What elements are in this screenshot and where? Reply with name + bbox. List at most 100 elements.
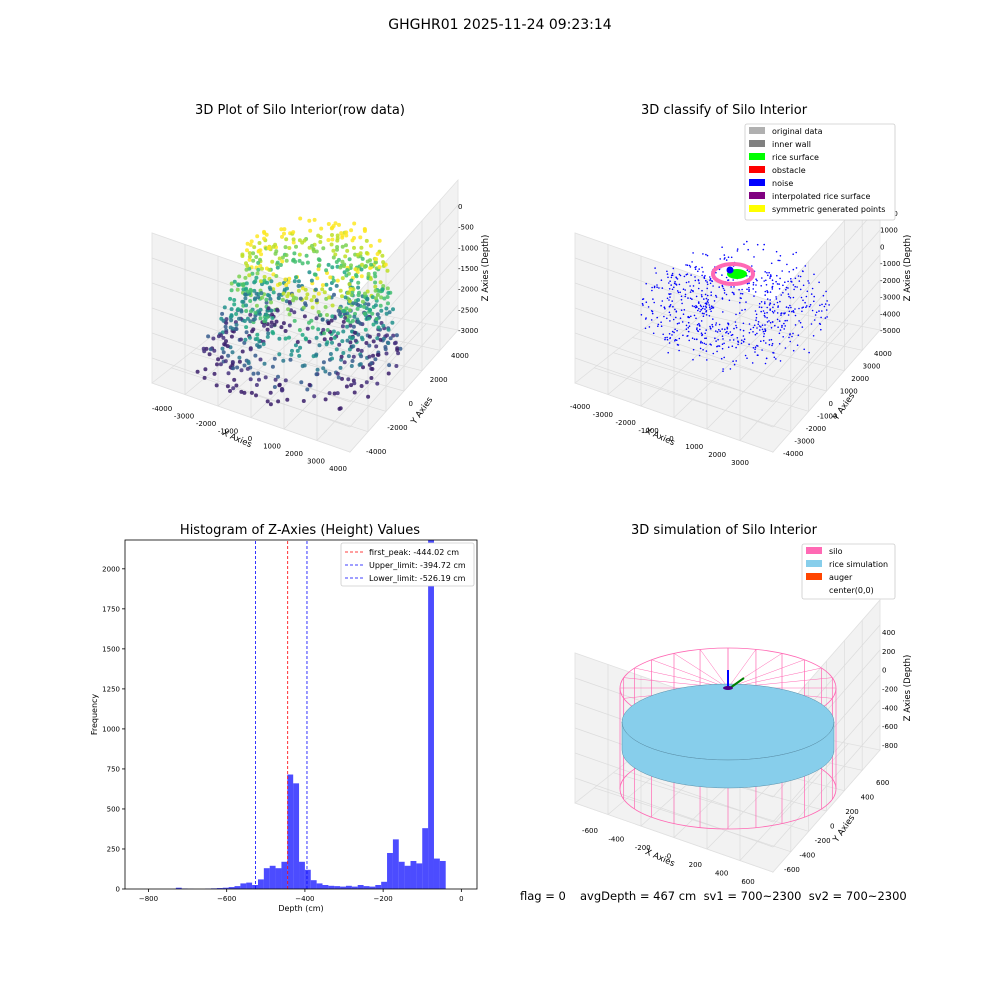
raw-point	[394, 333, 399, 338]
classify-noise-point	[688, 339, 690, 342]
raw-point	[342, 270, 347, 275]
classify-noise-point	[700, 305, 702, 308]
raw-point	[287, 323, 292, 328]
raw-point	[289, 352, 294, 357]
raw-point	[360, 299, 365, 304]
classify-noise-point	[755, 317, 758, 319]
histogram-bar	[410, 860, 417, 889]
classify-noise-point	[771, 288, 774, 290]
classify-noise-point	[762, 248, 765, 251]
raw-point	[327, 391, 332, 396]
raw-point	[254, 383, 259, 387]
classify-noise-point	[782, 336, 784, 338]
classify-noise-point	[776, 312, 779, 314]
classify-noise-point	[688, 264, 691, 267]
classify-noise-point	[723, 289, 726, 292]
raw-point	[339, 231, 344, 236]
classify-noise-point	[778, 320, 781, 322]
histogram-xtick-label: −600	[217, 895, 236, 903]
raw-point	[391, 333, 396, 338]
classify-noise-point	[664, 307, 666, 310]
classify-noise-point	[683, 275, 686, 278]
raw-point	[218, 362, 223, 367]
histogram-bar	[287, 774, 294, 889]
raw-point	[352, 381, 357, 386]
raw-ytick-label: -2000	[387, 424, 407, 432]
classify-noise-point	[676, 278, 679, 280]
raw-point	[331, 278, 336, 283]
classify-legend: original data inner wall rice surface obsta…	[744, 123, 896, 221]
classify-noise-point	[705, 279, 707, 282]
raw-point	[291, 237, 296, 242]
classify-noise-point	[765, 279, 767, 282]
classify-noise-point	[792, 284, 795, 286]
classify-noise-point	[790, 306, 792, 309]
raw-point	[346, 377, 351, 382]
classify-noise-point	[756, 344, 758, 347]
raw-point	[266, 306, 271, 311]
classify-noise-point	[811, 309, 814, 312]
classify-noise-point	[726, 330, 728, 333]
classify-noise-point	[804, 301, 806, 304]
classify-noise-point	[721, 274, 723, 276]
histogram-xtick-label: 0	[459, 895, 463, 903]
classify-noise-point	[672, 267, 675, 270]
raw-point	[355, 306, 360, 311]
classify-noise-point	[680, 299, 683, 301]
classify-noise-point	[645, 317, 647, 319]
classify-noise-point	[725, 259, 728, 261]
classify-noise-point	[676, 329, 678, 332]
raw-point	[349, 383, 354, 388]
raw-point	[305, 326, 310, 331]
classify-noise-point	[678, 283, 681, 286]
raw-point	[312, 294, 316, 299]
classify-noise-point	[706, 359, 708, 361]
raw-point	[356, 347, 360, 352]
classify-noise-point	[769, 291, 772, 293]
histogram-bar	[357, 885, 364, 889]
raw-point	[303, 287, 308, 292]
raw-point	[321, 366, 326, 371]
classify-noise-point	[691, 298, 693, 301]
classify-noise-point	[661, 300, 664, 302]
raw-point	[341, 319, 346, 324]
classify-noise-point	[780, 314, 782, 316]
classify-noise-point	[762, 330, 765, 333]
raw-point	[224, 330, 229, 335]
classify-noise-point	[642, 298, 645, 300]
classify-noise-point	[741, 339, 743, 342]
raw-point	[220, 311, 225, 316]
raw-point	[341, 329, 346, 334]
classify-noise-point	[666, 273, 669, 275]
raw-point	[359, 245, 364, 250]
raw-point	[253, 353, 258, 358]
classify-noise-point	[708, 304, 710, 306]
classify-noise-point	[657, 325, 659, 328]
classify-noise-point	[786, 263, 788, 266]
classify-noise-point	[758, 306, 761, 308]
classify-noise-point	[738, 288, 740, 291]
raw-point	[287, 335, 291, 340]
classify-noise-point	[709, 308, 711, 310]
raw-point	[247, 257, 252, 262]
classify-noise-point	[721, 284, 724, 287]
histogram-x-axis-label: Depth (cm)	[278, 904, 323, 913]
raw-point	[273, 377, 278, 382]
raw-point	[337, 406, 342, 411]
raw-point	[343, 295, 348, 300]
histogram-axes: −800 −600 −400 −200 0 0 250 500 750 1000 1250 1500 1…	[90, 539, 478, 913]
classify-noise-point	[756, 332, 758, 335]
classify-noise-point	[727, 346, 730, 349]
classify-noise-point	[705, 350, 708, 352]
classify-noise-point	[793, 288, 795, 291]
raw-point	[347, 347, 352, 352]
classify-noise-point	[776, 283, 779, 285]
classify-noise-point	[656, 286, 658, 289]
classify-noise-point	[701, 342, 704, 344]
classify-noise-point	[691, 261, 693, 263]
raw-point	[305, 260, 310, 265]
raw-point	[315, 276, 320, 281]
classify-noise-point	[766, 306, 768, 309]
classify-noise-point	[802, 284, 805, 287]
raw-point	[339, 354, 344, 359]
